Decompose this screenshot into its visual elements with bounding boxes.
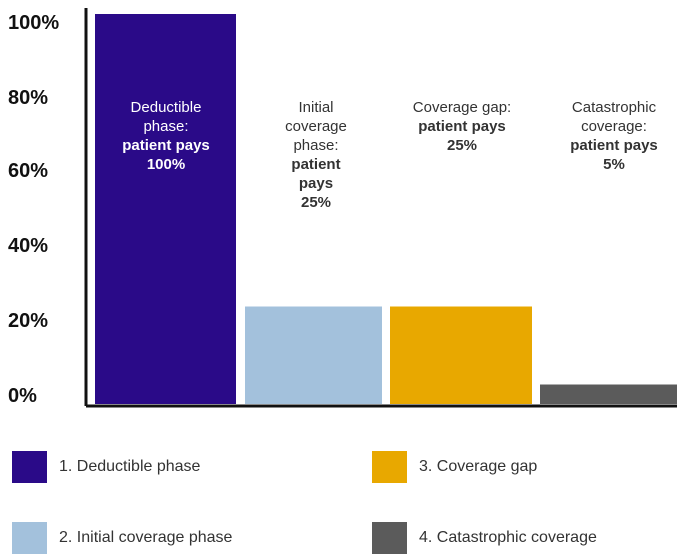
legend-swatch-3 [372,451,407,483]
y-tick-label: 80% [8,87,48,109]
legend-swatch-2 [12,522,47,554]
bar [390,306,532,404]
y-tick-label: 60% [8,160,48,182]
legend-label-3: 3. Coverage gap [419,458,538,475]
y-tick-label: 20% [8,310,48,332]
y-tick-label: 40% [8,235,48,257]
bar-labels: Deductible phase: patient pays 100% Initial c… [122,99,658,211]
bars [95,14,677,404]
legend-label-2: 2. Initial coverage phase [59,529,233,546]
bar-data-label: Initial coverage phase: patient pays 25% [285,99,347,211]
y-tick-label: 100% [8,12,59,34]
bar-chart: 0% 20% 40% 60% 80% 100% Deductible phase: patie… [8,8,677,408]
legend-item-2: 2. Initial coverage phase [12,522,232,554]
bar-data-label: Deductible phase: patient pays 100% [122,99,210,173]
bar [540,384,677,404]
bar-data-label: Catastrophic coverage: patient pays 5% [570,99,658,173]
legend-item-4: 4. Catastrophic coverage [372,522,597,554]
y-tick-label: 0% [8,385,37,407]
legend-label-1: 1. Deductible phase [59,458,201,475]
legend-item-1: 1. Deductible phase [12,451,200,483]
bar-data-label: Coverage gap: patient pays 25% [413,99,511,154]
y-axis-ticks: 0% 20% 40% 60% 80% 100% [8,12,59,407]
legend-swatch-4 [372,522,407,554]
legend-label-4: 4. Catastrophic coverage [419,529,597,546]
legend-swatch-1 [12,451,47,483]
bar [95,14,236,404]
legend-item-3: 3. Coverage gap [372,451,537,483]
bar [245,306,382,404]
